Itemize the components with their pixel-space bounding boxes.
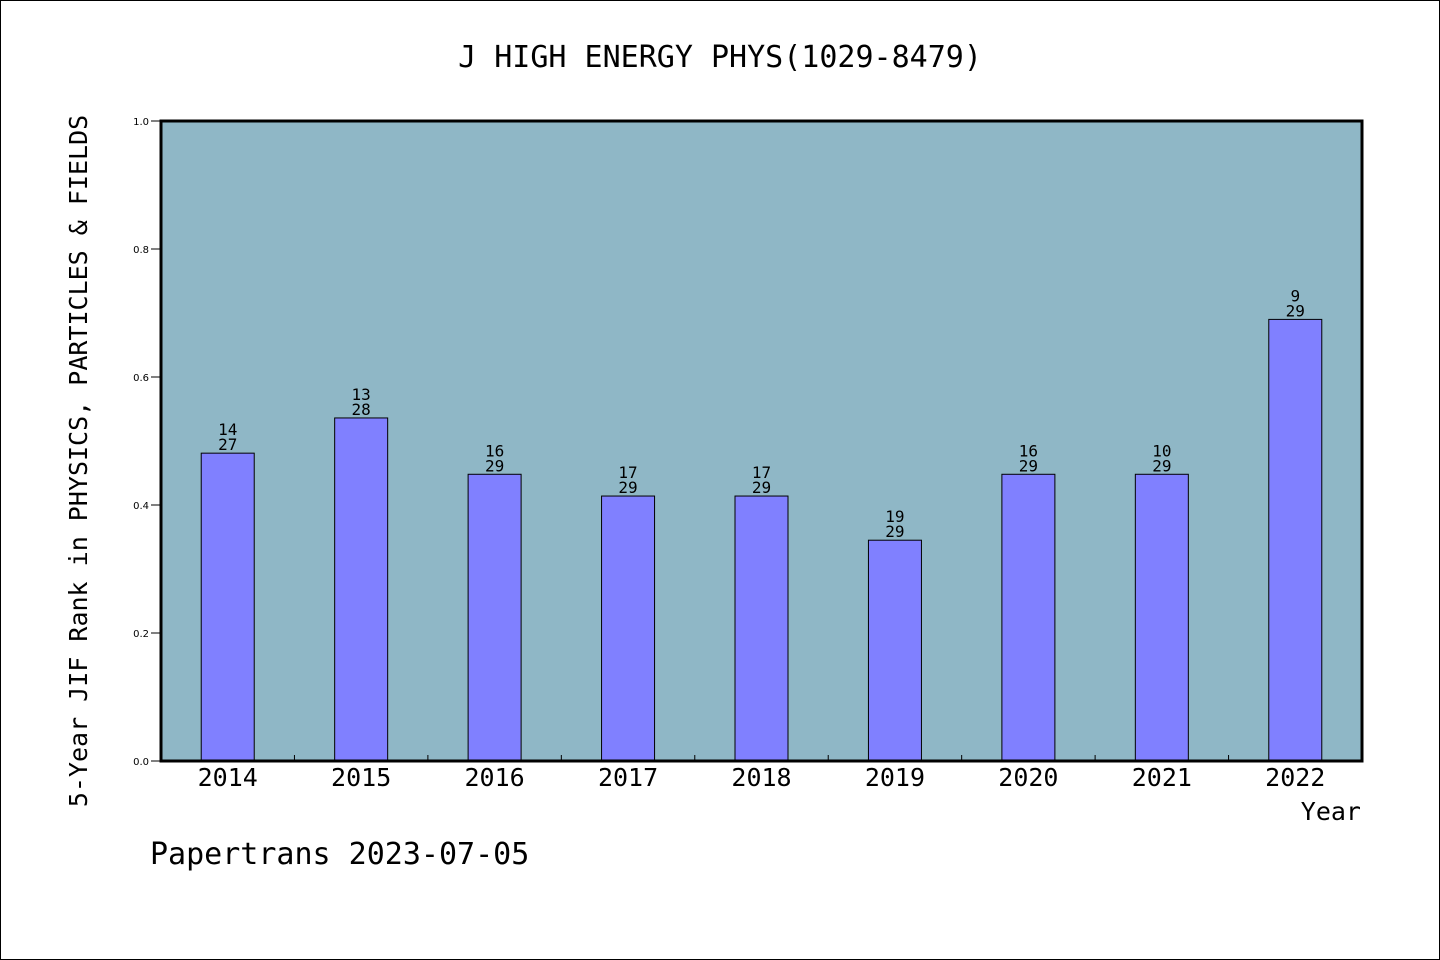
bar-label-2015-total: 28 (352, 400, 371, 419)
footer-credit: Papertrans 2023-07-05 (150, 837, 529, 872)
bar-label-2022-rank: 9 (1290, 286, 1300, 305)
bar-2014 (200, 452, 255, 762)
bar-2022 (1268, 318, 1323, 762)
bar-2019 (867, 539, 922, 762)
y-axis-title: 5-Year JIF Rank in PHYSICS, PARTICLES & … (64, 115, 93, 807)
x-tick-label-2017: 2017 (598, 763, 658, 792)
bar-label-2019-rank: 19 (885, 507, 904, 526)
bar-label-2014-total: 27 (218, 435, 237, 454)
bar-label-2016-rank: 16 (485, 441, 504, 460)
chart-title: J HIGH ENERGY PHYS(1029-8479) (458, 40, 982, 75)
x-tick-label-2020: 2020 (998, 763, 1058, 792)
x-tick-label-2019: 2019 (865, 763, 925, 792)
y-tick-label: 0.0 (133, 757, 149, 768)
bar-label-2021-total: 29 (1152, 456, 1171, 475)
bar-label-2018-total: 29 (752, 478, 771, 497)
y-tick-label: 0.8 (133, 245, 149, 256)
y-tick-label: 0.4 (133, 501, 149, 512)
bar-2018 (734, 495, 789, 762)
bar-label-2014-rank: 14 (218, 420, 237, 439)
bar-label-2016-total: 29 (485, 456, 504, 475)
y-tick-label: 1.0 (133, 117, 149, 128)
bar-label-2022-total: 29 (1286, 301, 1305, 320)
x-tick-label-2022: 2022 (1265, 763, 1325, 792)
bars-group (200, 318, 1323, 762)
bar-label-2019-total: 29 (885, 522, 904, 541)
bar-2020 (1001, 473, 1056, 762)
bar-2015 (334, 417, 389, 762)
x-tick-label-2015: 2015 (331, 763, 391, 792)
x-tick-label-2018: 2018 (731, 763, 791, 792)
bar-label-2017-total: 29 (618, 478, 637, 497)
bar-2021 (1134, 473, 1189, 762)
x-tick-label-2014: 2014 (198, 763, 258, 792)
axis-ticks-group: 2014 2015 2016 2017 2018 2019 2020 2021 2022 0.0 0… (133, 117, 1325, 792)
x-tick-label-2021: 2021 (1132, 763, 1192, 792)
bar-label-2021-rank: 10 (1152, 441, 1171, 460)
y-tick-label: 0.2 (133, 629, 149, 640)
plot-frame (159, 119, 1364, 763)
bar-label-2017-rank: 17 (618, 463, 637, 482)
bar-2016 (467, 473, 522, 762)
bar-label-2020-total: 29 (1019, 456, 1038, 475)
bar-2017 (601, 495, 656, 762)
bar-label-2015-rank: 13 (352, 385, 371, 404)
x-axis-title: Year (1301, 797, 1361, 826)
bar-label-2018-rank: 17 (752, 463, 771, 482)
bar-label-2020-rank: 16 (1019, 441, 1038, 460)
y-tick-label: 0.6 (133, 373, 149, 384)
x-tick-label-2016: 2016 (465, 763, 525, 792)
